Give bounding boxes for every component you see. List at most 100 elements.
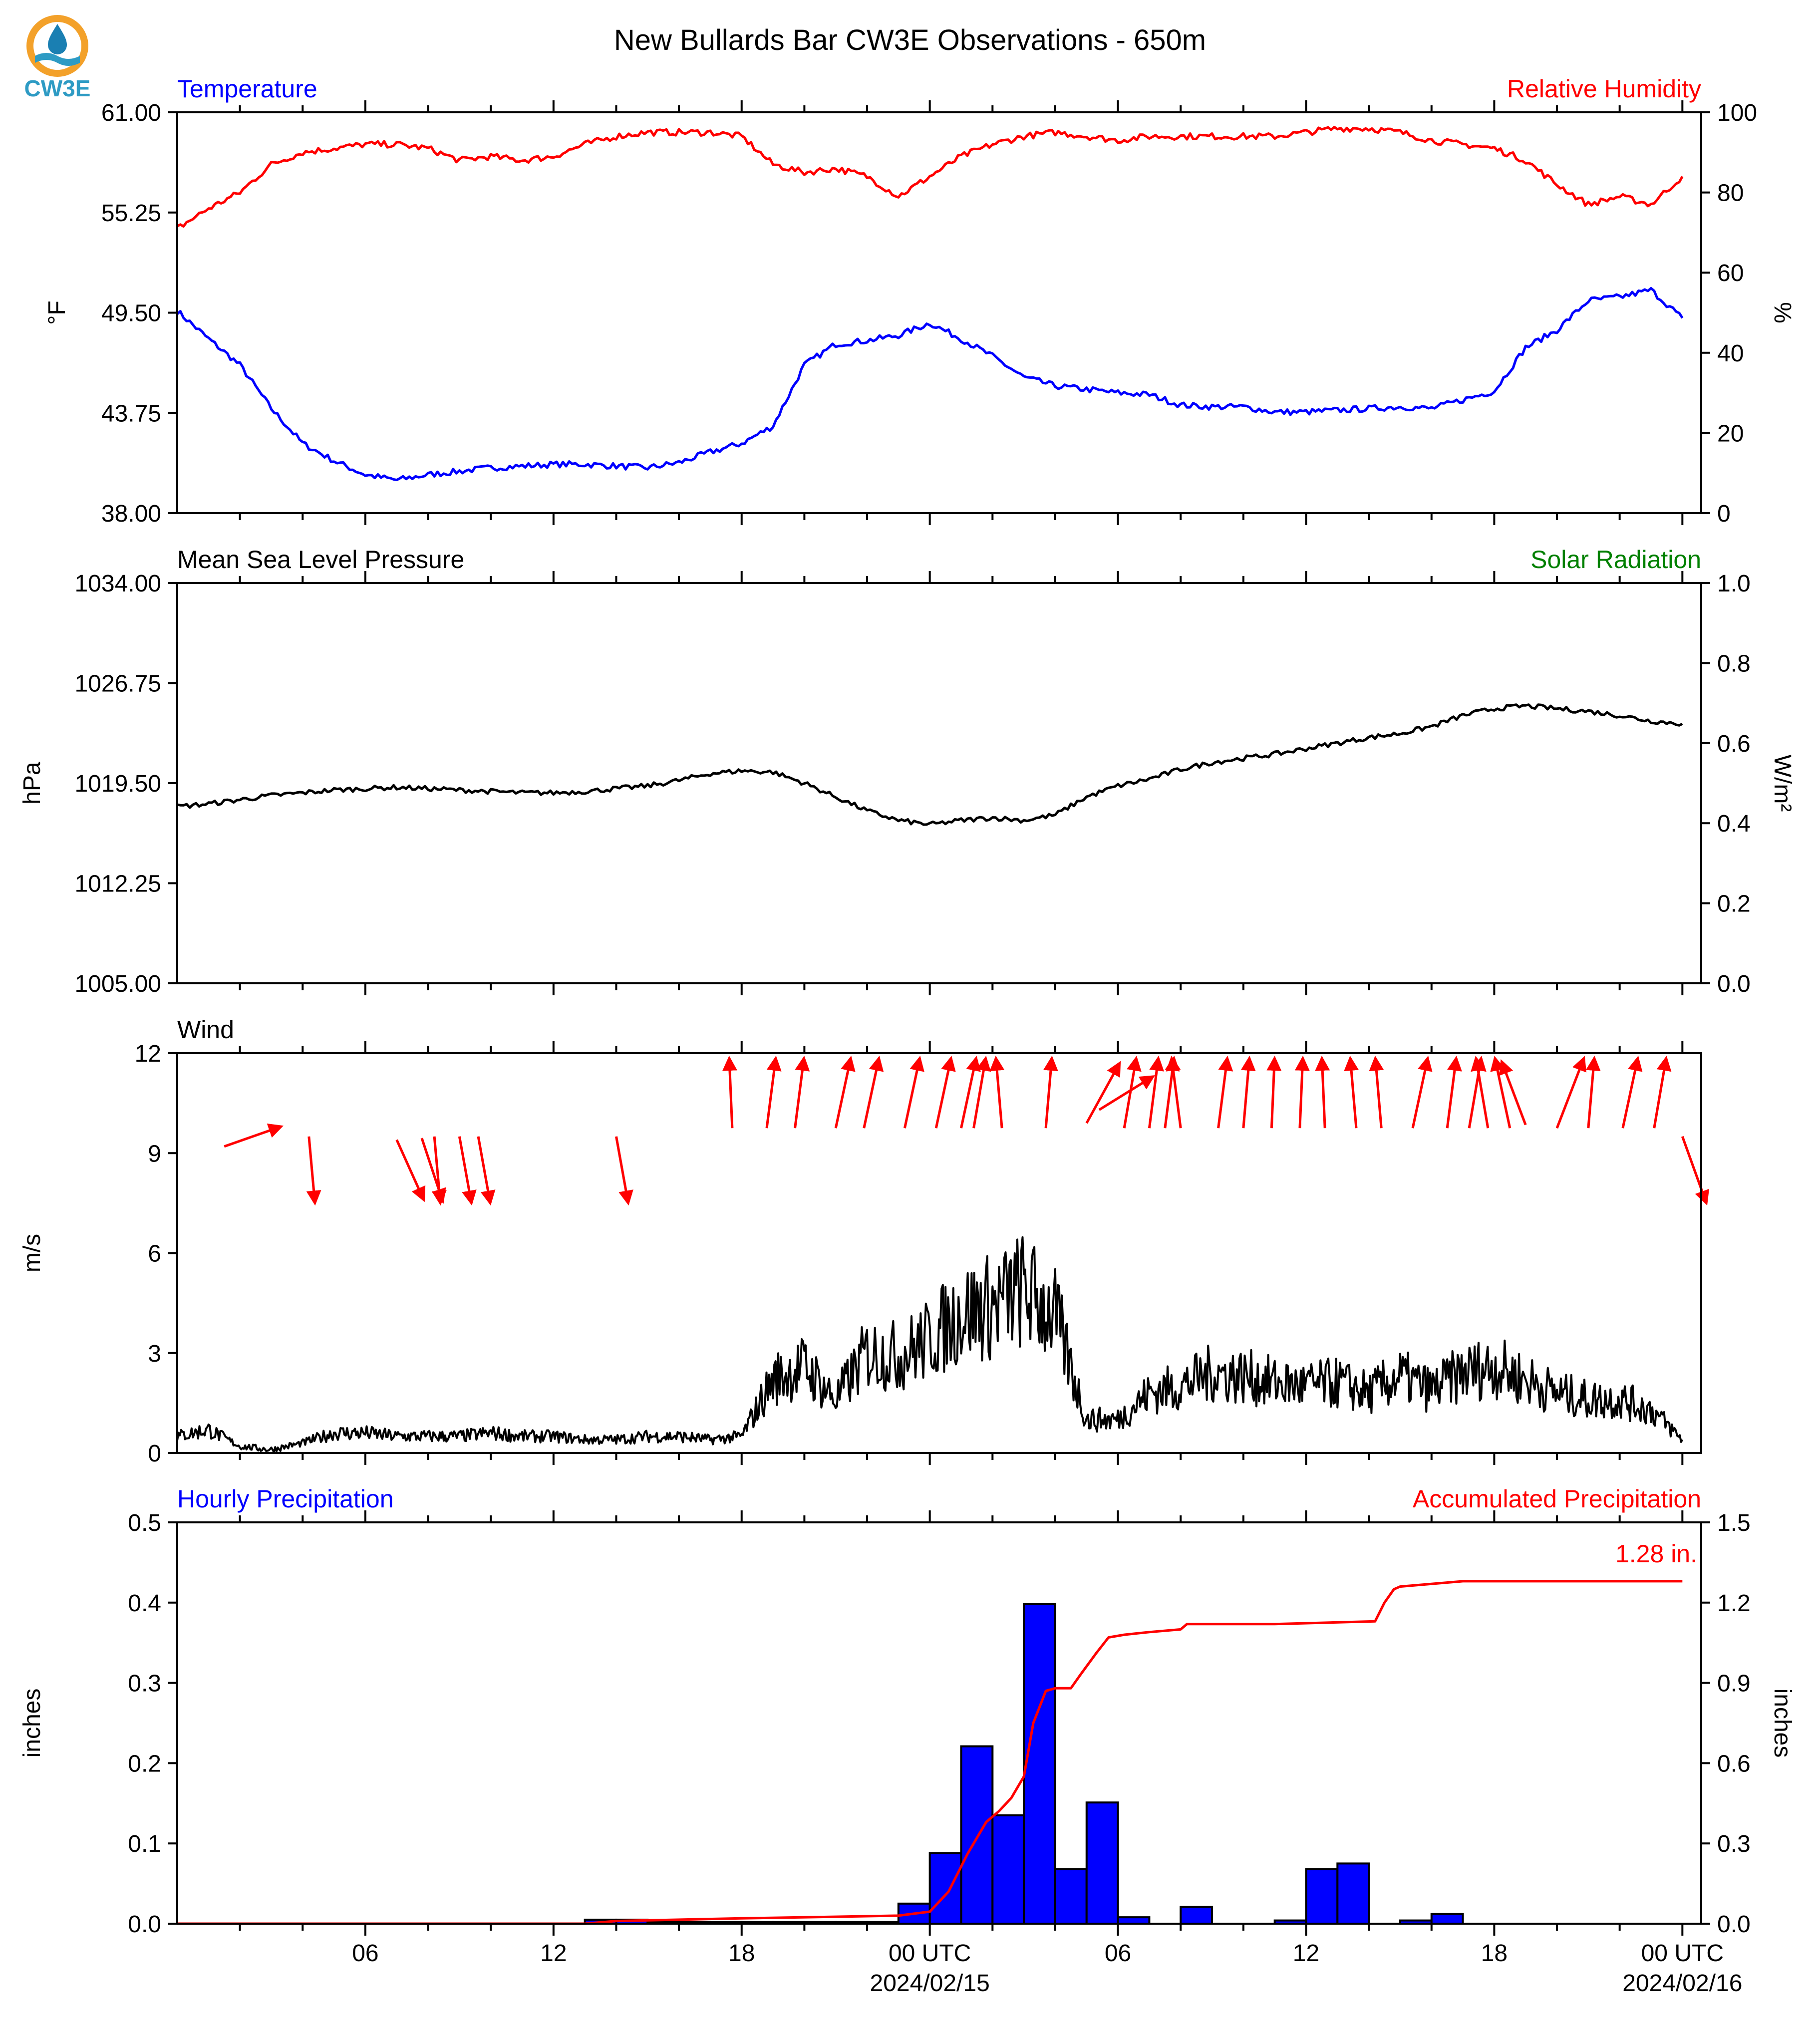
wind-direction-arrow	[1085, 1061, 1121, 1124]
wind-direction-arrow	[1446, 1056, 1462, 1129]
x-tick-label: 18	[1481, 1940, 1508, 1967]
panel-right-title: Accumulated Precipitation	[1413, 1485, 1701, 1513]
panel-left-title: Wind	[177, 1016, 234, 1044]
panel-4: Hourly Precipitation Accumulated Precipit…	[19, 1485, 1796, 1938]
wind-direction-arrow	[1043, 1056, 1058, 1129]
y2-tick-label: 0.0	[1717, 1911, 1751, 1938]
cw3e-logo: CW3E	[24, 15, 90, 101]
precip-bar	[928, 1852, 962, 1925]
wind-direction-arrow	[863, 1056, 884, 1129]
wind-direction-arrow	[722, 1056, 737, 1129]
wind-direction-arrow	[794, 1056, 810, 1129]
x-tick-label: 06	[1105, 1940, 1131, 1967]
wind-direction-arrow	[1217, 1056, 1233, 1129]
y2-tick-label: 0.8	[1717, 650, 1751, 677]
precip-bar	[1180, 1906, 1213, 1925]
panel-left-title: Hourly Precipitation	[177, 1485, 394, 1513]
precip-bar	[1085, 1801, 1119, 1925]
y2-tick-label: 100	[1717, 100, 1757, 126]
precip-bar	[1430, 1913, 1464, 1925]
y2-tick-label: 1.2	[1717, 1590, 1751, 1617]
wind-direction-arrow	[903, 1056, 924, 1129]
panel-frame	[176, 582, 1702, 984]
temperature-line	[176, 287, 1684, 482]
wind-direction-arrow	[1098, 1075, 1156, 1111]
pressure-line	[177, 703, 1683, 826]
x-tick-label: 06	[352, 1940, 378, 1967]
wind-direction-arrow	[934, 1056, 956, 1129]
panel-frame	[176, 1521, 1702, 1925]
wind-direction-arrow	[960, 1056, 981, 1129]
x-date-label: 2024/02/15	[870, 1970, 990, 1997]
y-tick-label: 9	[148, 1141, 161, 1167]
y2-tick-label: 0.2	[1717, 891, 1751, 917]
wind-direction-arrow	[1490, 1056, 1512, 1129]
y2-tick-label: 40	[1717, 340, 1744, 367]
y-tick-label: 0.2	[128, 1750, 161, 1777]
x-tick-label: 00 UTC	[1641, 1940, 1724, 1967]
wind-direction-arrow	[1344, 1056, 1359, 1129]
precip-bar	[1305, 1868, 1339, 1925]
panel-3: Wind 0 3 6 9 12 m/s	[19, 1016, 1709, 1467]
y-tick-label: 1005.00	[74, 971, 161, 997]
wind-direction-arrow	[1653, 1056, 1672, 1129]
x-tick-label: 18	[728, 1940, 755, 1967]
wind-direction-arrow	[1621, 1056, 1643, 1129]
panel-2: Mean Sea Level Pressure Solar Radiation 10…	[19, 546, 1796, 997]
wind-direction-arrow	[1148, 1056, 1165, 1129]
y2-tick-label: 1.0	[1717, 571, 1751, 597]
wind-direction-arrow	[1294, 1056, 1310, 1129]
y2-tick-label: 80	[1717, 180, 1744, 207]
wind-direction-arrow	[834, 1056, 856, 1129]
y-axis-label: °F	[44, 300, 70, 325]
y-tick-label: 38.00	[101, 501, 161, 527]
y2-axis-label: %	[1769, 302, 1796, 323]
wind-direction-arrow	[1315, 1056, 1330, 1129]
y2-tick-label: 0.3	[1717, 1831, 1751, 1857]
wind-direction-arrow	[1471, 1056, 1490, 1129]
y2-tick-label: 0.4	[1717, 811, 1751, 837]
wind-direction-arrow	[306, 1136, 321, 1206]
panel-frame	[176, 1052, 1702, 1454]
panel-frame	[176, 111, 1702, 514]
y2-tick-label: 60	[1717, 260, 1744, 287]
chart-panels: Temperature Relative Humidity 38.00 43.75 49…	[19, 75, 1796, 1938]
accumulated-total-label: 1.28 in.	[1615, 1540, 1697, 1568]
wind-direction-arrow	[1499, 1059, 1527, 1126]
panel-left-title: Mean Sea Level Pressure	[177, 546, 464, 574]
wind-direction-arrow	[765, 1056, 782, 1129]
wind-speed-line	[176, 1236, 1684, 1453]
panel-right-title: Relative Humidity	[1507, 75, 1701, 103]
wind-direction-arrow	[1411, 1056, 1433, 1129]
y-tick-label: 0	[148, 1441, 161, 1467]
logo-droplet-icon	[48, 24, 67, 54]
humidity-line	[176, 126, 1684, 228]
y2-tick-label: 1.5	[1717, 1510, 1751, 1536]
precip-bar	[1054, 1868, 1088, 1925]
y-tick-label: 0.1	[128, 1831, 161, 1857]
x-tick-label: 12	[1293, 1940, 1319, 1967]
y2-tick-label: 0	[1717, 501, 1731, 527]
y2-tick-label: 0.6	[1717, 1750, 1751, 1777]
wind-direction-arrow	[1166, 1056, 1182, 1129]
y-tick-label: 12	[135, 1041, 161, 1067]
wind-direction-arrow	[431, 1136, 447, 1206]
precip-bar	[991, 1814, 1025, 1925]
precip-bar	[960, 1745, 994, 1925]
y-tick-label: 1026.75	[74, 671, 161, 697]
y-tick-label: 61.00	[101, 100, 161, 126]
y-axis-label: inches	[19, 1689, 45, 1758]
wind-direction-arrow	[1585, 1056, 1601, 1129]
wind-direction-arrow	[395, 1139, 426, 1202]
y-tick-label: 6	[148, 1241, 161, 1267]
chart-title: New Bullards Bar CW3E Observations - 650…	[614, 24, 1206, 56]
wind-direction-arrow	[1240, 1056, 1256, 1129]
wind-direction-arrow	[1468, 1056, 1487, 1129]
x-date-label: 2024/02/16	[1622, 1970, 1742, 1997]
precip-bar	[1023, 1603, 1056, 1925]
y-tick-label: 3	[148, 1341, 161, 1367]
y2-tick-label: 0.0	[1717, 971, 1751, 997]
y-tick-label: 1019.50	[74, 771, 161, 797]
x-axis-labels: 06 12 18 00 UTC 06 12 18 00 UTC 2024/02/15 2024/0…	[352, 1940, 1742, 1997]
